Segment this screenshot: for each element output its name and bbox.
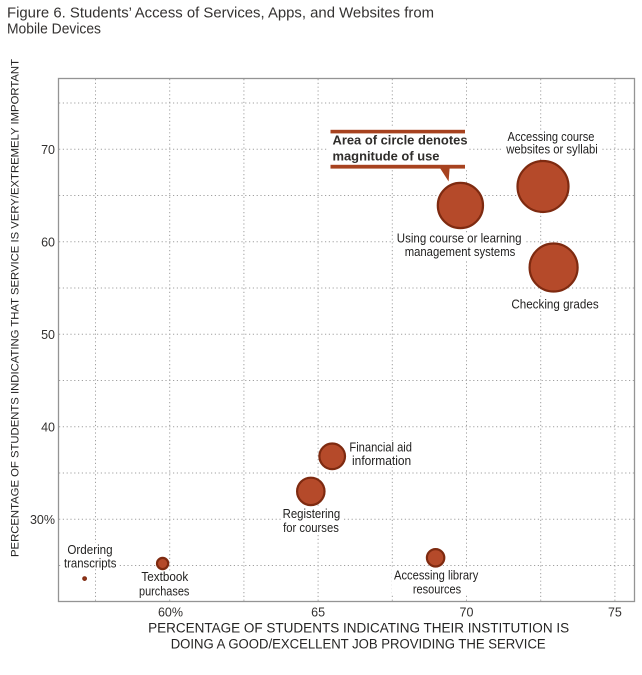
svg-text:for courses: for courses xyxy=(283,521,339,535)
svg-text:Financial aid: Financial aid xyxy=(349,441,412,455)
svg-text:resources: resources xyxy=(413,583,461,597)
svg-text:Using course or learning: Using course or learning xyxy=(397,231,522,245)
svg-text:DOING A GOOD/EXCELLENT JOB PRO: DOING A GOOD/EXCELLENT JOB PROVIDING THE… xyxy=(171,636,546,651)
svg-text:purchases: purchases xyxy=(139,584,189,598)
svg-text:Checking grades: Checking grades xyxy=(511,298,598,312)
svg-text:Ordering: Ordering xyxy=(67,543,112,557)
svg-text:60%: 60% xyxy=(158,606,183,620)
svg-text:PERCENTAGE OF STUDENTS INDICAT: PERCENTAGE OF STUDENTS INDICATING THAT S… xyxy=(10,59,22,557)
svg-text:Textbook: Textbook xyxy=(141,570,189,584)
svg-text:Accessing course: Accessing course xyxy=(508,130,595,144)
svg-text:65: 65 xyxy=(311,606,325,620)
svg-text:40: 40 xyxy=(41,420,55,434)
svg-text:information: information xyxy=(352,454,411,468)
svg-text:Mobile Devices: Mobile Devices xyxy=(7,21,101,38)
svg-text:Registering: Registering xyxy=(283,507,341,521)
svg-text:Area of circle denotes: Area of circle denotes xyxy=(333,133,468,148)
svg-text:70: 70 xyxy=(460,606,474,620)
svg-text:60: 60 xyxy=(41,235,55,249)
svg-text:magnitude of use: magnitude of use xyxy=(333,148,440,163)
svg-text:PERCENTAGE OF STUDENTS INDICAT: PERCENTAGE OF STUDENTS INDICATING THEIR … xyxy=(148,621,569,636)
svg-text:30%: 30% xyxy=(30,513,55,527)
svg-text:70: 70 xyxy=(41,143,55,157)
svg-text:Figure 6. Students’ Access of: Figure 6. Students’ Access of Services, … xyxy=(7,5,434,22)
svg-text:transcripts: transcripts xyxy=(64,557,116,571)
svg-text:websites or syllabi: websites or syllabi xyxy=(505,143,598,157)
svg-text:75: 75 xyxy=(608,606,622,620)
svg-text:50: 50 xyxy=(41,328,55,342)
svg-text:Accessing library: Accessing library xyxy=(394,569,479,583)
svg-text:management systems: management systems xyxy=(405,245,516,259)
